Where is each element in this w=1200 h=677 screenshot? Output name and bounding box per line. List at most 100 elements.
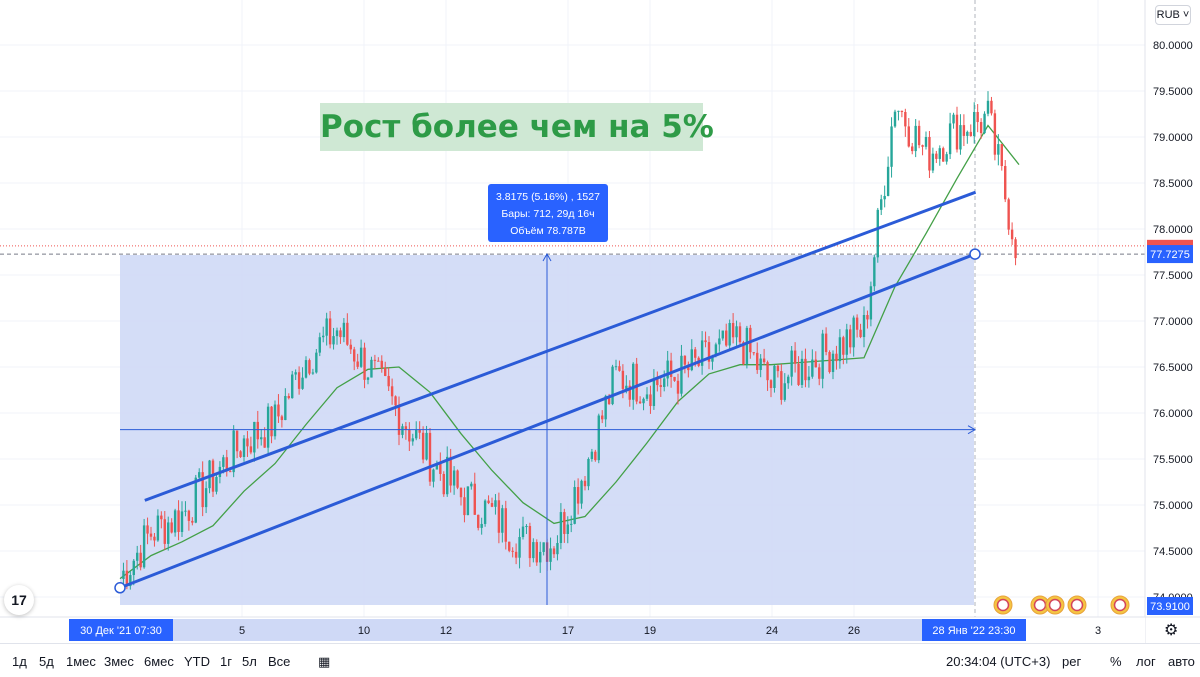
candle-body — [955, 114, 959, 150]
candle-body — [153, 536, 156, 541]
candle-body — [618, 366, 621, 371]
candle-body — [373, 359, 377, 361]
scale-option[interactable]: % — [1110, 654, 1122, 669]
x-tick-label: 5 — [239, 625, 245, 637]
candle-body — [535, 542, 538, 563]
candle-body — [273, 404, 277, 437]
last-price-tag — [1147, 239, 1193, 246]
candle-body — [322, 335, 325, 338]
candle-body — [480, 523, 483, 528]
candle-body — [570, 523, 573, 525]
candle-body — [511, 550, 514, 552]
candle-body — [659, 385, 662, 387]
candle-body — [594, 451, 597, 461]
candle-body — [959, 125, 962, 150]
candle-body — [604, 395, 607, 420]
candle-body — [328, 318, 332, 345]
candles — [122, 91, 1017, 590]
bottom-toolbar: 1д 5д 1мес 3мес 6мес YTD 1г 5л Все ▦ 20:34:04 (U… — [0, 643, 1200, 677]
candle-body — [673, 376, 676, 381]
range-button[interactable]: 1г — [220, 654, 232, 669]
price-chart[interactable]: 80.0000 79.5000 79.0000 78.5000 78.0000 77.50… — [0, 0, 1200, 643]
candle-body — [494, 500, 497, 507]
candle-body — [652, 378, 656, 407]
candle-body — [907, 126, 910, 147]
range-button[interactable]: 5л — [242, 654, 257, 669]
candle-body — [204, 488, 208, 508]
candle-body — [304, 360, 308, 378]
annotation-label[interactable]: Рост более чем на 5% — [320, 103, 714, 151]
candle-body — [359, 347, 363, 367]
candle-body — [787, 376, 790, 384]
candle-body — [859, 329, 862, 338]
candle-body — [855, 317, 859, 330]
candle-body — [990, 100, 993, 114]
candle-body — [694, 349, 697, 358]
range-button[interactable]: YTD — [184, 654, 210, 669]
range-button[interactable]: 6мес — [144, 654, 174, 669]
candle-body — [177, 510, 180, 532]
candle-body — [738, 326, 742, 343]
candle-body — [897, 110, 900, 112]
candle-body — [332, 336, 335, 345]
range-button[interactable]: 3мес — [104, 654, 134, 669]
candle-body — [807, 376, 811, 381]
range-button[interactable]: Все — [268, 654, 291, 669]
x-tick-label: 17 — [562, 625, 574, 637]
candle-body — [335, 330, 339, 337]
candle-body — [459, 487, 463, 498]
channel-lower-line — [119, 252, 977, 590]
candle-body — [876, 209, 879, 258]
candle-body — [497, 500, 501, 533]
candle-body — [342, 322, 346, 338]
candle-body — [194, 477, 197, 523]
candle-body — [435, 463, 439, 470]
candle-body — [718, 338, 721, 345]
y-tick-label: 75.5000 — [1153, 454, 1193, 466]
candle-body — [129, 575, 132, 587]
scale-option[interactable]: лог — [1136, 654, 1156, 669]
candle-body — [363, 347, 366, 380]
candle-body — [432, 469, 435, 482]
candle-body — [973, 111, 976, 137]
y-tick-label: 80.0000 — [1153, 40, 1193, 52]
candle-body — [790, 350, 793, 377]
tradingview-logo[interactable]: 17 — [4, 585, 34, 615]
candle-body — [294, 372, 297, 375]
candle-body — [315, 352, 318, 373]
scale-option[interactable]: рег — [1062, 654, 1082, 669]
measure-arrow-right — [967, 425, 977, 435]
moving-average-path — [119, 124, 1020, 580]
range-button[interactable]: 1д — [12, 654, 27, 669]
gear-icon[interactable]: ⚙ — [1164, 622, 1179, 639]
candle-body — [711, 355, 714, 362]
candle-body — [707, 342, 711, 362]
trend-channel — [114, 190, 981, 594]
scale-option[interactable]: авто — [1168, 654, 1195, 669]
candle-body — [656, 378, 659, 386]
candle-body — [1004, 166, 1007, 200]
candle-body — [449, 456, 452, 486]
calendar-icon[interactable]: ▦ — [318, 654, 331, 669]
candle-body — [215, 477, 218, 492]
candle-body — [301, 377, 304, 389]
channel-anchor-start — [114, 582, 126, 594]
y-tick-label: 79.5000 — [1153, 86, 1193, 98]
y-tick-label: 77.5000 — [1153, 270, 1193, 282]
candle-body — [821, 333, 824, 379]
candle-body — [917, 125, 921, 146]
current-price-label: 77.7275 — [1150, 249, 1190, 261]
candle-body — [893, 111, 897, 127]
candle-body — [163, 519, 166, 544]
range-button[interactable]: 1мес — [66, 654, 96, 669]
candle-body — [849, 329, 852, 348]
channel-upper-line — [144, 190, 977, 502]
candle-body — [607, 395, 611, 405]
currency-select[interactable]: RUB ˅ — [1155, 5, 1191, 25]
candle-body — [136, 552, 139, 561]
candle-body — [838, 337, 842, 362]
candle-body — [291, 374, 294, 399]
candle-body — [997, 144, 1000, 155]
range-button[interactable]: 5д — [39, 654, 54, 669]
candle-body — [573, 487, 576, 524]
